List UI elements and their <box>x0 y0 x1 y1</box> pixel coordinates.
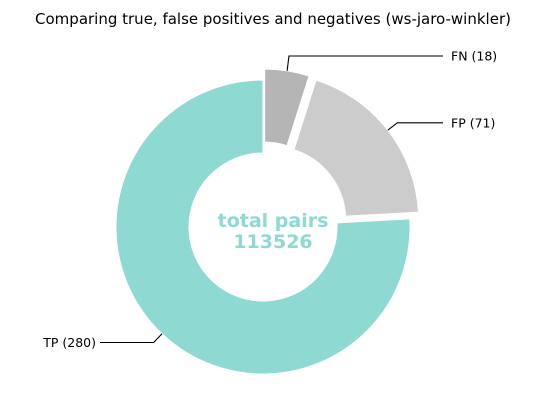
label-leaders-group: FN (18) FP (71) TP (280) <box>42 49 497 350</box>
slice-fp <box>293 79 419 217</box>
slice-label-fp: FP (71) <box>451 115 495 130</box>
chart-title: Comparing true, false positives and nega… <box>35 10 511 28</box>
slice-tp <box>115 79 411 375</box>
center-label-line1: total pairs <box>218 210 329 232</box>
leader-line-fp <box>387 122 443 131</box>
slice-fn <box>264 68 310 147</box>
leader-line-fn <box>286 55 443 71</box>
leader-line-tp <box>100 333 163 344</box>
slices-group <box>115 68 419 375</box>
slice-label-fn: FN (18) <box>451 49 497 64</box>
center-label-line2: 113526 <box>233 231 312 253</box>
slice-label-tp: TP (280) <box>42 335 96 350</box>
